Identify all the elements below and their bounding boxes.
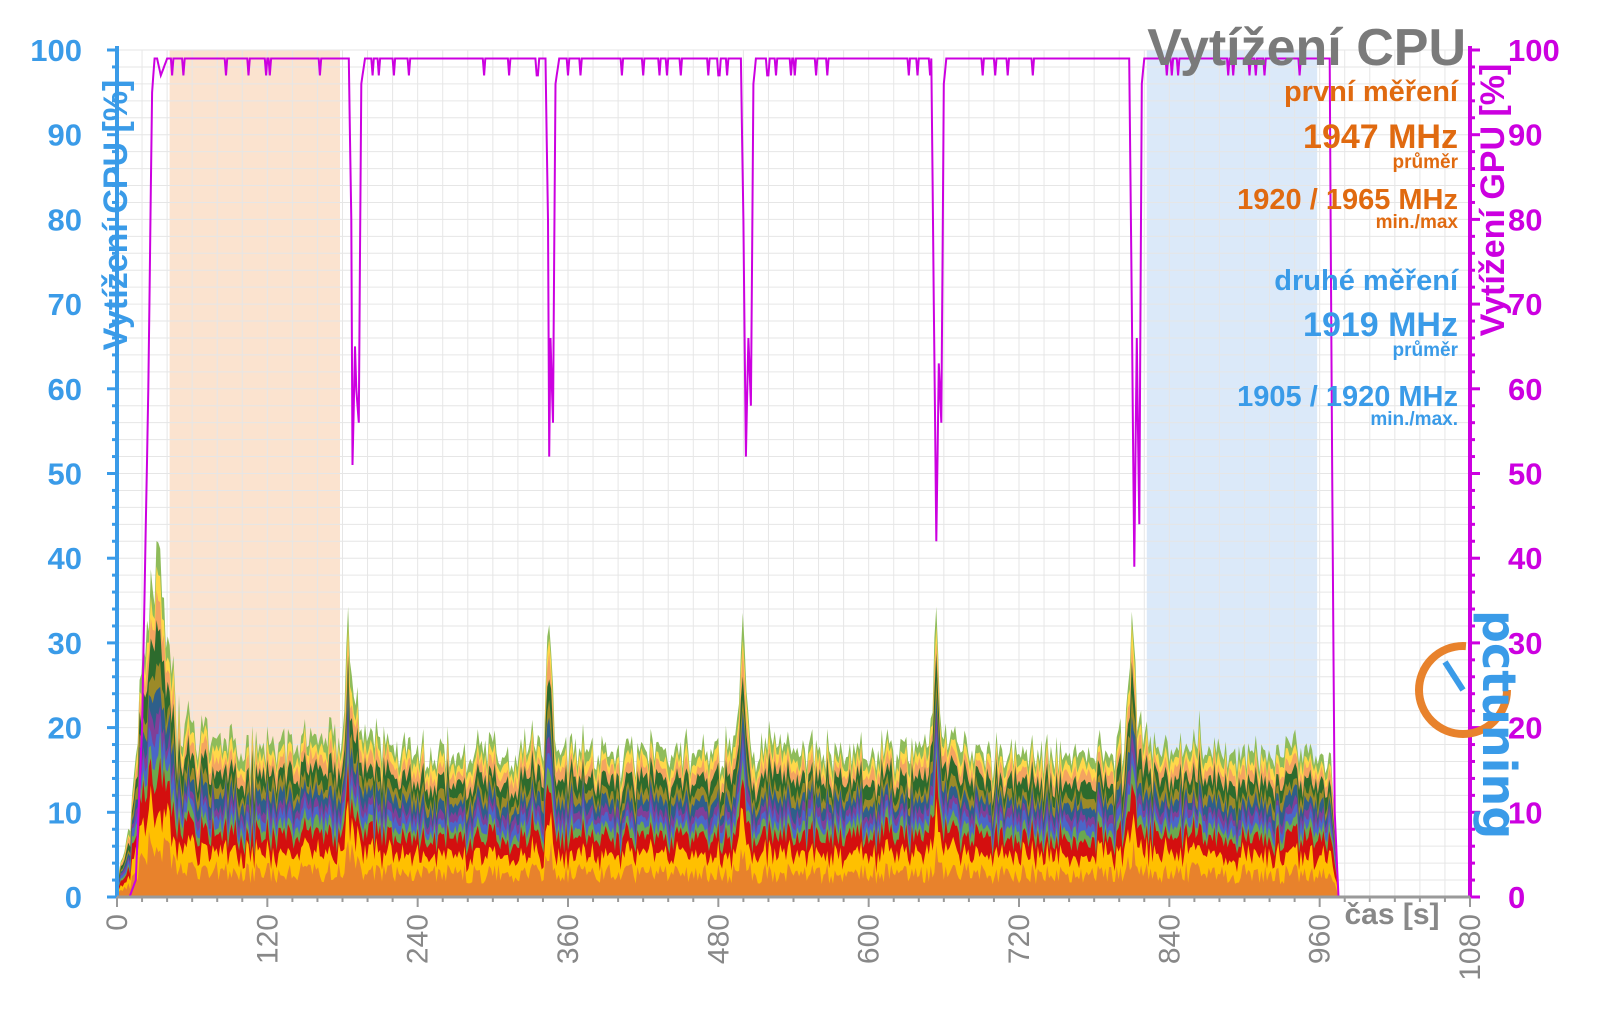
x-tick-label: 0	[101, 914, 134, 931]
y-right-tick-label: 0	[1508, 880, 1525, 915]
y-axis-left-title: Vytížení CPU [%]	[97, 80, 135, 351]
first-avg-caption: průměr	[1393, 152, 1459, 173]
logo-text: pctuning	[1472, 610, 1526, 839]
x-tick-label: 840	[1153, 914, 1186, 964]
logo-gauge-icon	[1415, 642, 1511, 738]
y-left-tick-label: 70	[48, 287, 82, 322]
y-left-tick-label: 80	[48, 202, 82, 237]
y-left-tick-label: 10	[48, 795, 82, 830]
x-tick-label: 960	[1304, 914, 1337, 964]
logo-needle-icon	[1442, 660, 1466, 692]
second-minmax-value: 1905 / 1920 MHz	[1237, 381, 1458, 413]
first-avg-value: 1947 MHz	[1303, 118, 1458, 156]
first-minmax-value: 1920 / 1965 MHz	[1237, 184, 1458, 216]
tick-labels: 0 10 20 30 40 50 60 70 80 90 100 0 10 20 30 40 50 60 70 80 9…	[30, 33, 1559, 981]
axes	[107, 46, 1480, 907]
second-minmax-caption: min./max.	[1370, 409, 1458, 430]
y-right-tick-label: 70	[1508, 287, 1542, 322]
first-minmax-caption: min./max	[1376, 212, 1459, 233]
pctuning-logo: pctuning	[1415, 610, 1526, 839]
y-left-tick-label: 90	[48, 118, 82, 153]
x-tick-label: 480	[702, 914, 735, 964]
y-right-tick-label: 90	[1508, 118, 1542, 153]
x-tick-label: 360	[552, 914, 585, 964]
y-right-tick-label: 10	[1508, 795, 1542, 830]
y-right-tick-label: 40	[1508, 541, 1542, 576]
y-left-tick-label: 40	[48, 541, 82, 576]
second-avg-caption: průměr	[1393, 340, 1459, 361]
y-left-tick-label: 50	[48, 457, 82, 492]
y-left-tick-label: 100	[30, 33, 82, 68]
gpu-usage-series	[117, 57, 1340, 898]
y-right-tick-label: 100	[1508, 33, 1560, 68]
y-left-tick-label: 0	[65, 880, 82, 915]
y-right-tick-label: 50	[1508, 457, 1542, 492]
y-axis-right-title: Vytížení GPU [%]	[1474, 64, 1512, 337]
x-tick-label: 600	[853, 914, 886, 964]
first-measure-label: první měření	[1284, 76, 1459, 108]
y-right-tick-label: 30	[1508, 626, 1542, 661]
y-right-tick-label: 60	[1508, 372, 1542, 407]
x-axis-title: čas [s]	[1344, 898, 1439, 931]
x-tick-label: 240	[402, 914, 435, 964]
x-tick-label: 1080	[1454, 914, 1487, 981]
gpu-usage-line	[117, 57, 1340, 898]
second-avg-value: 1919 MHz	[1303, 306, 1458, 344]
x-tick-label: 120	[251, 914, 284, 964]
chart-title: Vytížení CPU	[1147, 19, 1466, 77]
cpu-thread-areas	[117, 541, 1339, 897]
y-left-tick-label: 60	[48, 372, 82, 407]
y-left-tick-label: 30	[48, 626, 82, 661]
y-right-tick-label: 20	[1508, 711, 1542, 746]
cpu-thread-area-1	[117, 831, 1339, 897]
second-measure-label: druhé měření	[1274, 265, 1459, 297]
y-right-tick-label: 80	[1508, 202, 1542, 237]
y-left-tick-label: 20	[48, 711, 82, 746]
x-tick-label: 720	[1003, 914, 1036, 964]
